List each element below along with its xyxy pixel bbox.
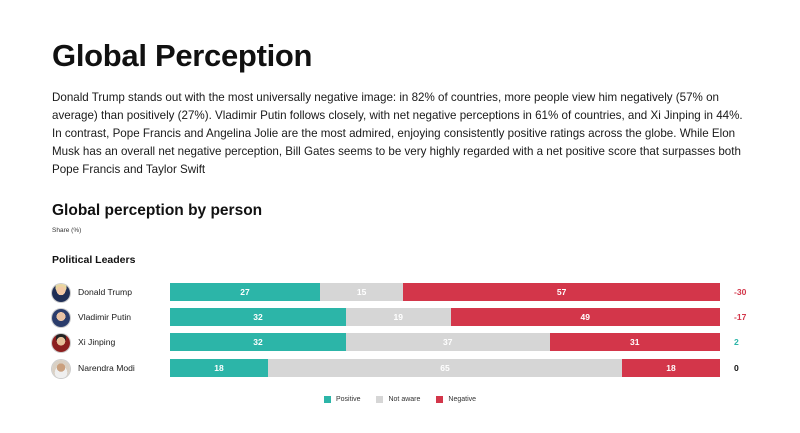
bar-value-label: 31 bbox=[630, 337, 640, 347]
bar-segment-not-aware: 15 bbox=[320, 283, 404, 301]
person-name-label: Narendra Modi bbox=[78, 363, 135, 373]
page-title: Global Perception bbox=[52, 38, 313, 73]
bar-segment-not-aware: 19 bbox=[346, 308, 451, 326]
person-name-label: Donald Trump bbox=[78, 287, 132, 297]
putin-avatar-icon bbox=[52, 309, 70, 327]
bar-track: 32 37 31 bbox=[170, 333, 720, 351]
bar-segment-negative: 18 bbox=[621, 359, 720, 377]
bar-segment-positive: 18 bbox=[170, 359, 269, 377]
legend-swatch-negative bbox=[436, 396, 444, 403]
legend-item-not-aware: Not aware bbox=[376, 396, 420, 403]
bar-value-label: 18 bbox=[666, 363, 676, 373]
bar-value-label: 65 bbox=[440, 363, 450, 373]
legend-label-not-aware: Not aware bbox=[388, 396, 421, 403]
bar-segment-negative: 57 bbox=[403, 283, 720, 301]
bar-value-label: 49 bbox=[580, 312, 590, 322]
bar-value-label: 32 bbox=[253, 337, 263, 347]
net-score-label: -17 bbox=[734, 312, 747, 322]
chart-subtitle: Share (%) bbox=[52, 227, 82, 234]
bar-segment-not-aware: 65 bbox=[268, 359, 622, 377]
legend-item-negative: Negative bbox=[436, 396, 476, 403]
bar-value-label: 32 bbox=[253, 312, 263, 322]
person-name-label: Vladimir Putin bbox=[78, 312, 132, 322]
bar-segment-negative: 49 bbox=[450, 308, 720, 326]
trump-avatar-icon bbox=[52, 284, 70, 302]
chart-row: Vladimir Putin 32 19 49 -17 bbox=[0, 307, 800, 331]
chart-row: Donald Trump 27 15 57 -30 bbox=[0, 282, 800, 306]
legend-item-positive: Positive bbox=[323, 396, 361, 403]
person-name-label: Xi Jinping bbox=[78, 337, 116, 347]
chart-row: Xi Jinping 32 37 31 2 bbox=[0, 332, 800, 356]
bar-segment-positive: 32 bbox=[170, 333, 346, 351]
xi-avatar-icon bbox=[52, 334, 70, 352]
chart-row: Narendra Modi 18 65 18 0 bbox=[0, 358, 800, 382]
bar-track: 27 15 57 bbox=[170, 283, 720, 301]
bar-segment-not-aware: 37 bbox=[346, 333, 550, 351]
group-label: Political Leaders bbox=[52, 254, 136, 266]
net-score-label: 2 bbox=[734, 337, 739, 347]
net-score-label: 0 bbox=[734, 363, 739, 373]
bar-value-label: 57 bbox=[556, 287, 567, 297]
bar-value-label: 27 bbox=[240, 287, 250, 297]
bar-segment-positive: 27 bbox=[170, 283, 320, 301]
legend-label-positive: Positive bbox=[335, 396, 361, 403]
bar-value-label: 37 bbox=[443, 337, 453, 347]
bar-segment-negative: 31 bbox=[549, 333, 720, 351]
chart-legend: Positive Not aware Negative bbox=[0, 396, 800, 403]
chart-title: Global perception by person bbox=[52, 202, 263, 219]
legend-label-negative: Negative bbox=[448, 396, 477, 403]
bar-value-label: 15 bbox=[356, 287, 367, 297]
modi-avatar-icon bbox=[52, 360, 70, 378]
bar-track: 18 65 18 bbox=[170, 359, 720, 377]
intro-paragraph: Donald Trump stands out with the most un… bbox=[52, 91, 743, 176]
bar-track: 32 19 49 bbox=[170, 308, 720, 326]
bar-value-label: 19 bbox=[393, 312, 403, 322]
net-score-label: -30 bbox=[734, 287, 747, 297]
legend-swatch-positive bbox=[323, 396, 331, 403]
bar-value-label: 18 bbox=[214, 363, 224, 373]
legend-swatch-not-aware bbox=[376, 396, 384, 403]
bar-segment-positive: 32 bbox=[170, 308, 346, 326]
